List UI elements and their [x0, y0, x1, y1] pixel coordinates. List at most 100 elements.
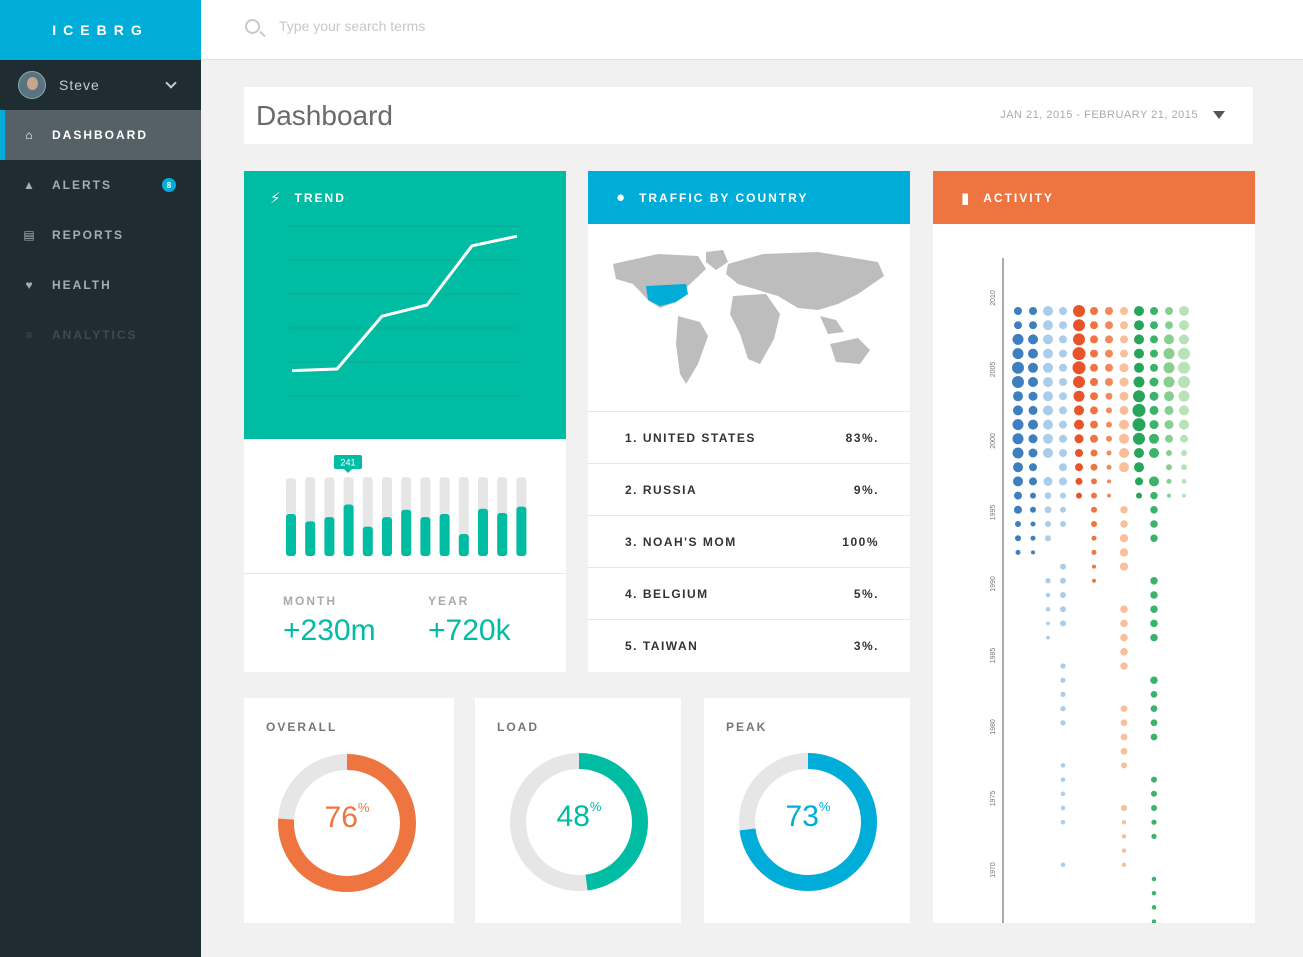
donut-unit: %: [818, 799, 831, 814]
activity-dot: [1134, 320, 1144, 331]
list-item[interactable]: 5. TAIWAN 3%.: [588, 620, 910, 672]
donut-value: 76%: [277, 800, 417, 835]
bar: [478, 508, 488, 556]
activity-dot: [1149, 476, 1159, 487]
activity-dot: [1060, 763, 1066, 768]
activity-dot: [1046, 635, 1050, 640]
activity-dot: [1028, 362, 1038, 373]
activity-dot: [1060, 492, 1066, 499]
sidebar-item-analytics[interactable]: ≡ ANALYTICS: [0, 310, 201, 360]
activity-dot: [1031, 550, 1035, 555]
activity-dot: [1060, 777, 1066, 782]
activity-dot: [1090, 378, 1098, 386]
activity-dot: [1012, 447, 1024, 459]
world-map[interactable]: [588, 224, 910, 412]
activity-dot: [1163, 348, 1175, 360]
sidebar-item-alerts[interactable]: ▲ ALERTS 8: [0, 160, 201, 210]
activity-dot: [1105, 335, 1113, 344]
activity-dot: [1120, 605, 1128, 613]
activity-dot: [1013, 391, 1023, 402]
activity-dot: [1091, 506, 1097, 513]
list-item[interactable]: 2. RUSSIA 9%.: [588, 464, 910, 516]
list-item[interactable]: 1. UNITED STATES 83%.: [588, 412, 910, 464]
activity-dot: [1166, 464, 1172, 471]
app-logo[interactable]: ICEBRG: [0, 0, 201, 60]
caret-down-icon[interactable]: [1213, 111, 1225, 119]
map-se-asia: [820, 316, 844, 334]
activity-dot: [1180, 434, 1188, 443]
activity-dot: [1072, 347, 1086, 361]
activity-dot: [1151, 819, 1157, 825]
activity-dot: [1150, 349, 1158, 358]
activity-dot: [1151, 805, 1157, 811]
activity-dot: [1090, 363, 1098, 372]
traffic-header: ● TRAFFIC BY COUNTRY: [588, 171, 910, 224]
list-item[interactable]: 3. NOAH'S MOM 100%: [588, 516, 910, 568]
peak-card: PEAK 73%: [704, 698, 910, 923]
search-icon[interactable]: [245, 19, 260, 34]
load-card: LOAD 48%: [475, 698, 681, 923]
activity-dot: [1091, 492, 1097, 499]
date-range[interactable]: JAN 21, 2015 - FEBRUARY 21, 2015: [1000, 109, 1198, 121]
activity-dot: [1119, 377, 1129, 387]
activity-dot: [1106, 407, 1112, 414]
sidebar-item-reports[interactable]: ▤ REPORTS: [0, 210, 201, 260]
sidebar-item-label: ALERTS: [52, 178, 112, 192]
activity-dot: [1060, 862, 1066, 868]
activity-dot: [1165, 307, 1173, 315]
country-name: 1. UNITED STATES: [625, 430, 756, 445]
traffic-title: TRAFFIC BY COUNTRY: [639, 190, 809, 205]
activity-dot: [1120, 506, 1128, 514]
activity-dot: [1150, 363, 1158, 372]
activity-dot: [1151, 790, 1157, 797]
activity-dot: [1060, 620, 1066, 627]
activity-dot: [1028, 334, 1038, 345]
search-input[interactable]: [279, 18, 679, 34]
year-label: 1970: [990, 862, 997, 878]
country-list: 1. UNITED STATES 83%. 2. RUSSIA 9%. 3. N…: [588, 412, 910, 672]
activity-dot: [1119, 448, 1129, 458]
map-europe-asia: [726, 252, 884, 310]
bar: [343, 504, 354, 556]
sidebar-item-health[interactable]: ♥ HEALTH: [0, 260, 201, 310]
activity-title: ACTIVITY: [983, 190, 1054, 205]
activity-dot: [1151, 890, 1157, 896]
alerts-badge: 8: [162, 178, 176, 192]
activity-dot: [1120, 633, 1128, 642]
list-item[interactable]: 4. BELGIUM 5%.: [588, 568, 910, 620]
activity-dot: [1073, 305, 1085, 317]
activity-dot: [1090, 307, 1098, 315]
activity-dot: [1060, 805, 1066, 811]
activity-dot: [1179, 320, 1189, 331]
activity-dot: [1014, 307, 1022, 315]
year-label: YEAR: [428, 594, 470, 608]
activity-dot: [1151, 919, 1157, 924]
world-map-svg: [613, 250, 884, 384]
activity-dot: [1060, 677, 1066, 683]
activity-dot: [1164, 391, 1174, 402]
activity-dot: [1060, 791, 1066, 797]
activity-dot: [1120, 705, 1128, 712]
chevron-down-icon[interactable]: [165, 77, 177, 89]
activity-dot: [1150, 619, 1158, 628]
activity-dot: [1060, 606, 1066, 613]
donut-value: 73%: [738, 799, 878, 834]
activity-dot: [1059, 463, 1067, 472]
activity-dot: [1179, 306, 1189, 316]
activity-dot: [1015, 535, 1021, 542]
map-greenland: [706, 250, 728, 270]
sidebar-item-dashboard[interactable]: ⌂ DASHBOARD: [0, 110, 201, 160]
donut-title: LOAD: [497, 720, 539, 734]
sliders-icon: ≡: [25, 328, 35, 342]
activity-dot: [1134, 462, 1144, 473]
activity-dot: [1163, 362, 1175, 374]
activity-dot: [1150, 321, 1158, 330]
trend-line-chart: [289, 225, 519, 397]
activity-dot: [1059, 434, 1067, 443]
activity-dot: [1090, 392, 1098, 401]
activity-dot: [1119, 534, 1129, 543]
activity-dot: [1028, 448, 1038, 458]
month-label: MONTH: [283, 594, 337, 608]
user-menu[interactable]: Steve: [0, 60, 201, 110]
month-stat: MONTH +230m: [283, 594, 376, 648]
